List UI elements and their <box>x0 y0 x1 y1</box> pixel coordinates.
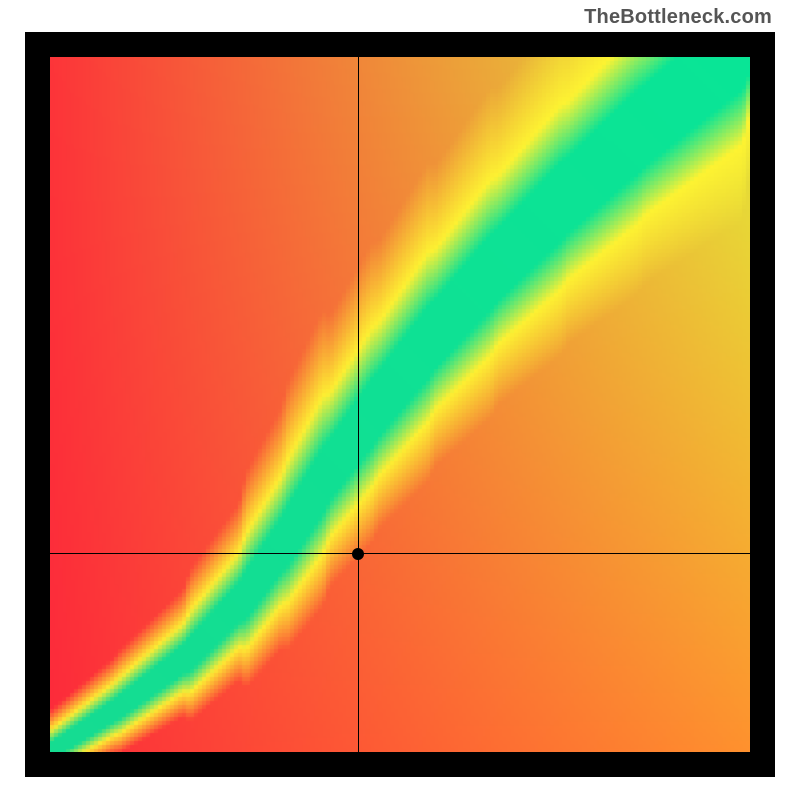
plot-inner <box>50 57 750 752</box>
crosshair-vertical <box>358 57 359 752</box>
crosshair-marker <box>352 548 364 560</box>
chart-container: TheBottleneck.com <box>0 0 800 800</box>
crosshair-horizontal <box>50 553 750 554</box>
watermark-text: TheBottleneck.com <box>584 6 772 29</box>
heatmap-canvas <box>50 57 750 752</box>
